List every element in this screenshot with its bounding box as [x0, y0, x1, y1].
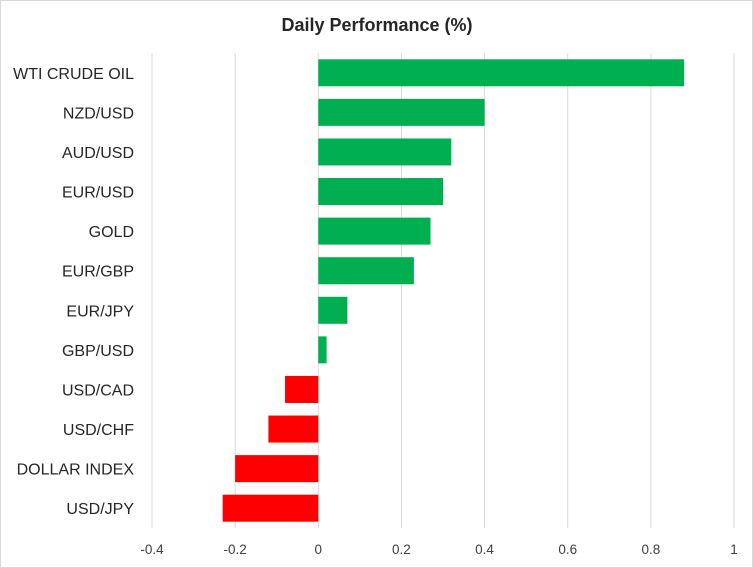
x-tick-label: 0	[315, 542, 323, 557]
bar	[318, 296, 348, 324]
bar	[318, 98, 485, 126]
bar	[318, 336, 327, 364]
category-label: EUR/GBP	[62, 264, 134, 281]
bar	[318, 138, 452, 166]
bar	[285, 375, 319, 403]
bar	[222, 494, 319, 522]
x-tick-label: -0.2	[224, 542, 247, 557]
chart-title: Daily Performance (%)	[281, 15, 472, 35]
category-label: GBP/USD	[62, 343, 134, 360]
bar	[318, 257, 414, 285]
category-label: AUD/USD	[62, 145, 134, 162]
category-label: GOLD	[89, 224, 134, 241]
x-tick-label: -0.4	[140, 542, 164, 557]
category-label: EUR/JPY	[66, 303, 134, 320]
category-label: WTI CRUDE OIL	[13, 66, 134, 83]
bar	[318, 59, 685, 87]
bar	[268, 415, 319, 443]
category-label: USD/CAD	[62, 382, 134, 399]
x-axis-tick-labels: -0.4 -0.2 0 0.2 0.4 0.6 0.8 1	[140, 542, 737, 557]
x-tick-label: 0.2	[392, 542, 411, 557]
bar	[318, 178, 443, 206]
x-tick-label: 1	[730, 542, 738, 557]
bar	[235, 455, 319, 483]
category-label: EUR/USD	[62, 185, 134, 202]
gridlines	[151, 53, 735, 528]
x-tick-label: 0.4	[475, 542, 494, 557]
category-labels: WTI CRUDE OIL NZD/USD AUD/USD EUR/USD GOLD EU…	[13, 66, 134, 518]
category-label: DOLLAR INDEX	[17, 462, 135, 479]
category-label: NZD/USD	[63, 105, 134, 122]
x-tick-label: 0.6	[558, 542, 577, 557]
x-tick-label: 0.8	[641, 542, 660, 557]
bars	[222, 59, 685, 522]
bar	[318, 217, 431, 245]
category-label: USD/CHF	[63, 422, 134, 439]
category-label: USD/JPY	[66, 501, 134, 518]
